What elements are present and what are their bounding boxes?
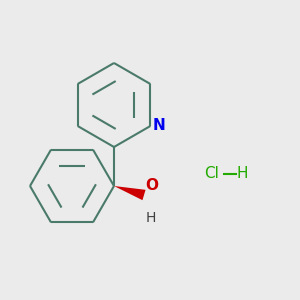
Text: H: H [146, 212, 156, 226]
Text: Cl: Cl [204, 167, 219, 182]
Text: O: O [146, 178, 158, 194]
Text: H: H [236, 167, 248, 182]
Text: N: N [153, 118, 166, 134]
Polygon shape [114, 186, 146, 200]
